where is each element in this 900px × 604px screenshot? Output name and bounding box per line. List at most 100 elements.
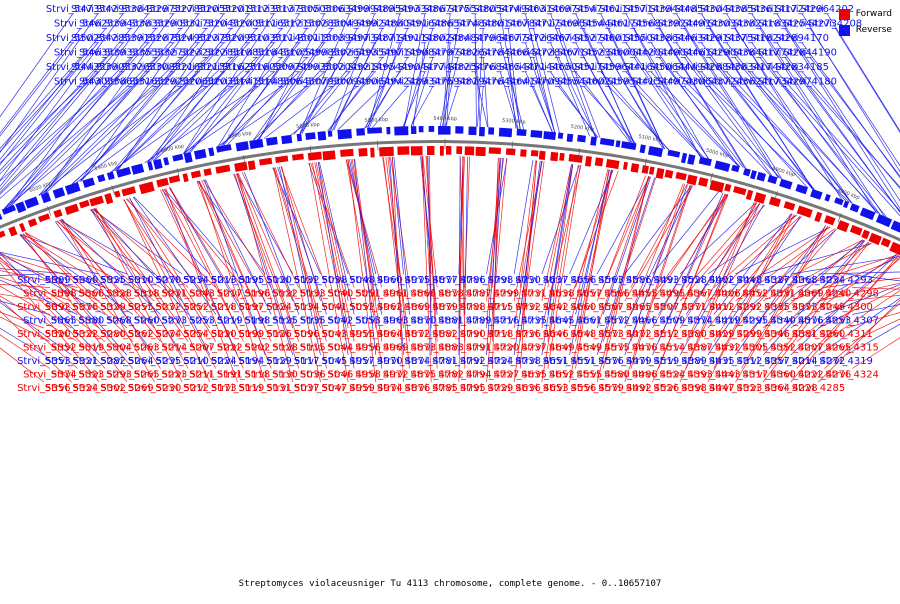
forward-gene [8,226,17,236]
reverse-gene [317,131,326,140]
forward-gene [623,162,628,170]
forward-gene [234,162,248,172]
label-connector [514,160,533,274]
reverse-gene [479,127,485,136]
reverse-gene [184,152,193,163]
reverse-gene [429,126,435,132]
label-connector [162,189,244,287]
forward-gene [656,168,665,179]
label-connector [311,163,355,288]
gene-label: Strvi_4324 [825,370,879,381]
reverse-gene [153,159,163,170]
scale-tick-label: 5700 kbp [228,130,252,140]
forward-gene [65,204,79,215]
forward-gene [724,184,731,192]
reverse-gene [337,129,351,139]
forward-gene [784,201,796,211]
forward-gene [675,172,686,181]
reverse-gene [681,153,687,163]
forward-gene [28,218,37,227]
reverse-gene [600,138,615,146]
reverse-gene [249,139,263,149]
reverse-gene [53,187,66,198]
forward-gene [156,178,169,188]
forward-gene [520,149,527,157]
gene-label: Strvi_4170 [775,33,829,44]
reverse-gene [590,137,597,146]
reverse-gene [543,131,556,140]
label-connector [659,194,728,287]
reverse-gene [107,171,115,180]
forward-gene [746,190,753,200]
reverse-gene [567,134,574,142]
reverse-gene [499,128,512,137]
reverse-gene [194,149,207,160]
reverse-gene [281,135,292,144]
reverse-gene [131,163,144,174]
gene-label: Strvi_4190 [783,48,837,59]
label-connector [10,72,148,206]
label-connector [702,72,808,187]
forward-gene [754,192,766,204]
label-connector [791,256,900,274]
label-connector [548,164,573,287]
scale-tick-label: 5000 kbp [705,148,729,160]
reverse-gene [824,194,830,202]
forward-gene [861,230,870,240]
scale-tick-label: 5800 kbp [160,143,184,154]
reverse-gene [779,179,792,190]
forward-gene [550,152,558,161]
label-connector [542,165,579,274]
forward-gene [340,149,353,157]
forward-gene [79,200,90,208]
forward-gene [687,174,698,185]
forward-gene [475,147,485,156]
forward-gene [38,213,50,222]
gene-label: Strvi_4319 [819,356,873,367]
reverse-gene [640,144,646,153]
reverse-gene [419,126,424,132]
forward-gene [0,231,6,240]
forward-gene [248,160,256,170]
label-connector [300,14,350,134]
reverse-gene [767,175,777,184]
scale-tick-label: 5600 kbp [296,122,320,131]
gene-label: Strvi_4315 [825,343,879,354]
label-connector [197,181,265,274]
forward-gene [837,220,850,232]
forward-gene [489,147,501,154]
forward-gene [531,150,539,156]
reverse-gene [750,170,757,179]
gene-label: Strvi_4298 [825,289,879,300]
forward-gene [456,146,462,154]
reverse-gene [517,129,527,136]
reverse-gene [438,126,451,135]
forward-gene [889,242,900,256]
forward-gene [358,148,367,157]
reverse-gene [0,211,2,223]
forward-gene [139,181,155,194]
reverse-gene [667,150,680,158]
gene-label: Strvi_4300 [819,302,873,313]
scale-tick-label: 5300 kbp [502,118,526,126]
scale-tick-label: 5400 kbp [433,116,457,122]
reverse-gene [648,146,663,157]
label-connector [309,163,348,274]
forward-gene [595,157,604,166]
gene-label: Strvi_4180 [783,77,837,88]
forward-gene [539,151,546,160]
forward-gene [370,148,374,158]
reverse-gene [208,147,214,156]
forward-gene [631,163,640,173]
reverse-color-swatch [839,25,850,36]
forward-gene [308,152,322,161]
reverse-gene [82,177,95,187]
reverse-gene [468,126,476,135]
reverse-gene [687,154,695,165]
reverse-gene [850,203,860,212]
forward-gene [169,175,180,183]
reverse-gene [810,189,823,200]
reverse-gene [367,127,382,134]
